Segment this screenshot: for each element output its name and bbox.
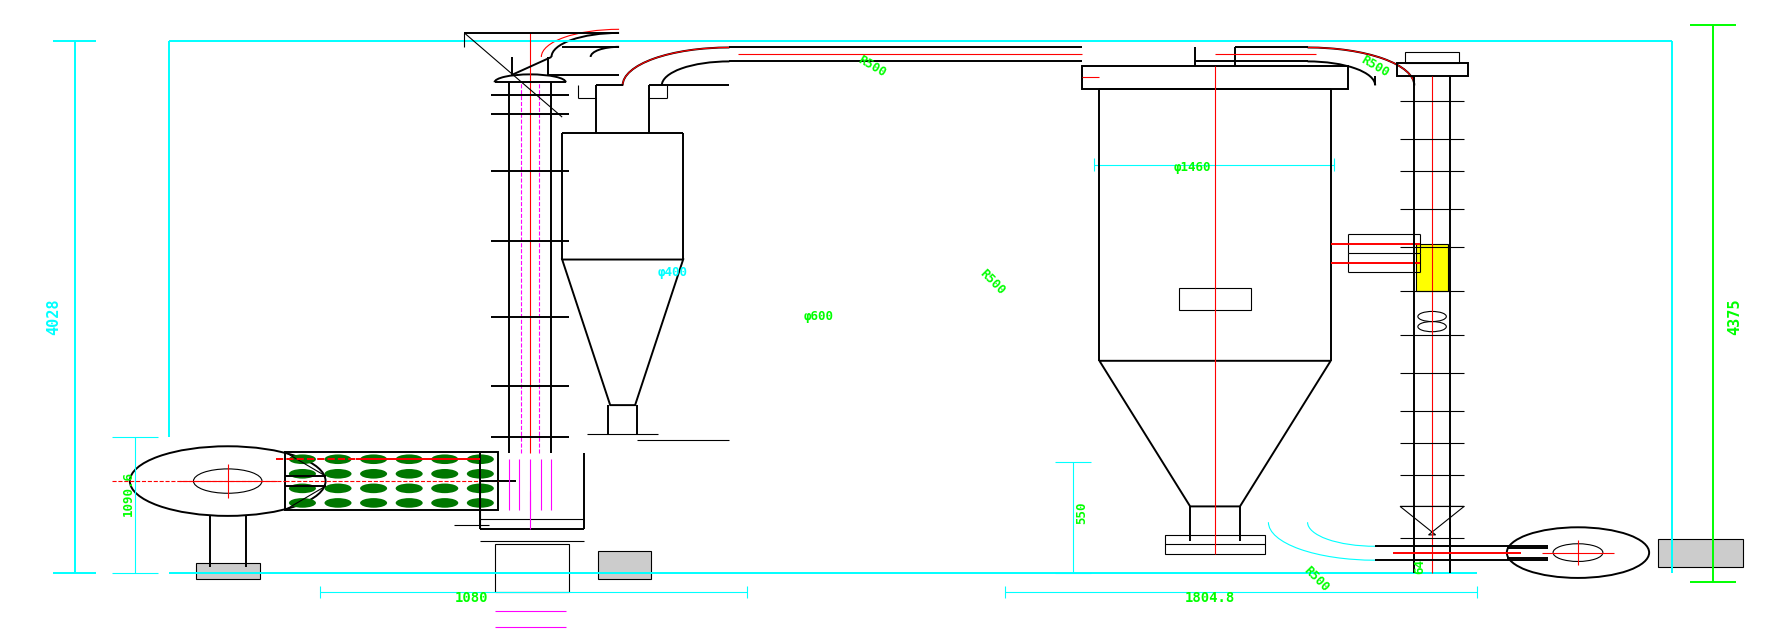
Circle shape xyxy=(288,454,317,464)
Text: R500: R500 xyxy=(1359,53,1391,80)
Bar xyxy=(1416,244,1448,291)
Circle shape xyxy=(359,484,388,493)
Bar xyxy=(495,544,569,592)
Text: 64: 64 xyxy=(1413,559,1427,574)
Text: R500: R500 xyxy=(1300,564,1332,594)
Text: R500: R500 xyxy=(856,53,888,80)
Text: φ600: φ600 xyxy=(804,310,833,323)
Circle shape xyxy=(466,498,495,508)
Circle shape xyxy=(359,454,388,464)
Text: 1804.8: 1804.8 xyxy=(1185,591,1235,605)
Circle shape xyxy=(395,498,423,508)
Circle shape xyxy=(288,469,317,479)
Circle shape xyxy=(324,498,352,508)
Circle shape xyxy=(395,469,423,479)
Bar xyxy=(1082,66,1348,89)
Circle shape xyxy=(466,454,495,464)
Text: φ1460: φ1460 xyxy=(1172,161,1211,174)
Circle shape xyxy=(288,498,317,508)
Text: 550: 550 xyxy=(1075,501,1089,524)
Bar xyxy=(598,551,651,579)
Circle shape xyxy=(431,484,459,493)
Circle shape xyxy=(395,484,423,493)
Circle shape xyxy=(466,484,495,493)
Bar xyxy=(285,452,498,510)
Circle shape xyxy=(466,469,495,479)
Bar xyxy=(1179,288,1251,310)
Circle shape xyxy=(288,484,317,493)
Bar xyxy=(1397,63,1468,76)
Bar xyxy=(196,563,260,579)
Text: R500: R500 xyxy=(977,266,1009,297)
Text: 1080: 1080 xyxy=(455,591,487,605)
Text: 1090.6: 1090.6 xyxy=(121,471,135,517)
Circle shape xyxy=(359,469,388,479)
Bar xyxy=(1165,535,1265,554)
Circle shape xyxy=(359,498,388,508)
Text: 4028: 4028 xyxy=(46,298,60,335)
Bar xyxy=(1416,244,1448,291)
Circle shape xyxy=(324,454,352,464)
Bar xyxy=(1658,539,1743,567)
Bar xyxy=(1405,52,1459,63)
Circle shape xyxy=(395,454,423,464)
Text: φ400: φ400 xyxy=(658,266,687,279)
Circle shape xyxy=(431,498,459,508)
Circle shape xyxy=(431,454,459,464)
Circle shape xyxy=(431,469,459,479)
Text: 4375: 4375 xyxy=(1727,298,1742,335)
Circle shape xyxy=(324,469,352,479)
Circle shape xyxy=(324,484,352,493)
